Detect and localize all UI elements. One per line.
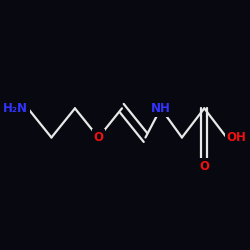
Text: OH: OH <box>226 131 246 144</box>
Text: H₂N: H₂N <box>3 102 28 115</box>
Text: NH: NH <box>151 102 171 115</box>
Text: O: O <box>199 160 209 173</box>
Text: O: O <box>94 131 104 144</box>
